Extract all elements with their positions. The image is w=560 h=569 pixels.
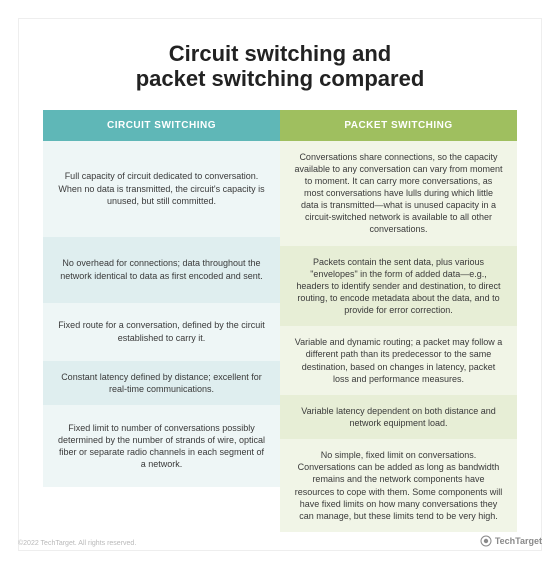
- title-line-1: Circuit switching and: [169, 41, 391, 66]
- cell-left-2: Fixed route for a conversation, defined …: [43, 303, 280, 361]
- cell-left-0: Full capacity of circuit dedicated to co…: [43, 141, 280, 237]
- cell-left-1: No overhead for connections; data throug…: [43, 237, 280, 303]
- copyright-text: ©2022 TechTarget. All rights reserved.: [18, 540, 136, 547]
- footer: ©2022 TechTarget. All rights reserved. T…: [18, 535, 542, 547]
- title-line-2: packet switching compared: [136, 66, 425, 91]
- cell-left-3: Constant latency defined by distance; ex…: [43, 361, 280, 405]
- cell-right-3: Variable latency dependent on both dista…: [280, 395, 517, 439]
- page-outer: Circuit switching and packet switching c…: [0, 0, 560, 569]
- brand-logo: TechTarget: [480, 535, 542, 547]
- brand-text: TechTarget: [495, 536, 542, 546]
- target-icon: [480, 535, 492, 547]
- cell-right-2: Variable and dynamic routing; a packet m…: [280, 326, 517, 395]
- column-circuit-switching: CIRCUIT SWITCHING Full capacity of circu…: [43, 110, 280, 532]
- page-title: Circuit switching and packet switching c…: [43, 41, 517, 92]
- column-packet-switching: PACKET SWITCHING Conversations share con…: [280, 110, 517, 532]
- cell-right-0: Conversations share connections, so the …: [280, 141, 517, 246]
- header-circuit-switching: CIRCUIT SWITCHING: [43, 110, 280, 141]
- header-packet-switching: PACKET SWITCHING: [280, 110, 517, 141]
- cell-right-1: Packets contain the sent data, plus vari…: [280, 246, 517, 327]
- comparison-table: CIRCUIT SWITCHING Full capacity of circu…: [43, 110, 517, 532]
- content-frame: Circuit switching and packet switching c…: [18, 18, 542, 551]
- cell-right-4: No simple, fixed limit on conversations.…: [280, 439, 517, 532]
- cell-left-4: Fixed limit to number of conversations p…: [43, 405, 280, 487]
